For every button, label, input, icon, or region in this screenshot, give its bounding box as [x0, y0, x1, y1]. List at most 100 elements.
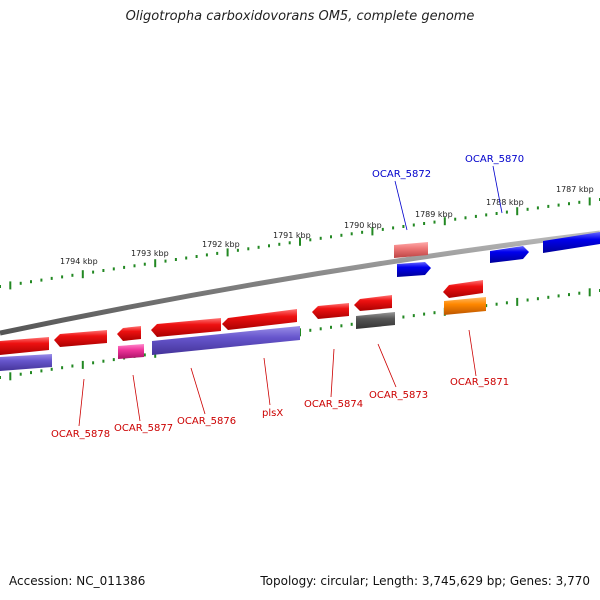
- genome-backbone: [0, 230, 600, 336]
- major-tick: [443, 217, 446, 226]
- label-ocar-5877[interactable]: OCAR_5877: [114, 423, 173, 434]
- minor-tick: [71, 364, 74, 368]
- minor-tick: [412, 223, 415, 227]
- leader-ocar-5871: [468, 329, 477, 377]
- minor-tick: [350, 232, 353, 236]
- major-tick: [516, 297, 519, 306]
- gene-ocar-5873-cds[interactable]: [354, 295, 392, 311]
- minor-tick: [536, 206, 539, 210]
- minor-tick: [330, 235, 332, 239]
- minor-tick: [133, 264, 136, 268]
- minor-tick: [526, 298, 529, 302]
- gene-ocar-5877-cds[interactable]: [117, 326, 141, 341]
- minor-tick: [247, 247, 250, 251]
- label-ocar-5874[interactable]: OCAR_5874: [304, 399, 363, 410]
- topology-text: Topology: circular; Length: 3,745,629 bp…: [260, 574, 590, 588]
- minor-tick: [568, 293, 570, 297]
- minor-tick: [319, 236, 322, 240]
- leader-plsx: [263, 357, 271, 406]
- label-ocar-5878[interactable]: OCAR_5878: [51, 429, 110, 440]
- minor-tick: [536, 297, 539, 301]
- minor-tick: [309, 328, 312, 332]
- leader-ocar-5876: [190, 367, 206, 415]
- minor-tick: [102, 269, 105, 272]
- gene-ocar-5877-feature[interactable]: [118, 344, 144, 359]
- minor-tick: [433, 311, 436, 315]
- gene-ocar-5876-feature[interactable]: [152, 326, 300, 355]
- leader-ocar-5874: [330, 348, 335, 398]
- gene-ocar-5878-cds[interactable]: [0, 337, 49, 355]
- minor-tick: [340, 324, 343, 328]
- minor-tick: [505, 210, 508, 214]
- minor-tick: [143, 262, 146, 266]
- scale-label-1790kbp: 1790 kbp: [344, 221, 382, 230]
- label-ocar-5871[interactable]: OCAR_5871: [450, 377, 509, 388]
- minor-tick: [578, 200, 581, 204]
- label-ocar-5876[interactable]: OCAR_5876: [177, 416, 236, 427]
- minor-tick: [381, 227, 384, 231]
- minor-tick: [205, 253, 208, 257]
- minor-tick: [112, 267, 115, 271]
- label-plsx[interactable]: plsX: [262, 408, 283, 419]
- minor-tick: [174, 258, 177, 261]
- minor-tick: [50, 276, 53, 280]
- minor-tick: [185, 256, 188, 260]
- label-ocar-5873[interactable]: OCAR_5873: [369, 390, 428, 401]
- minor-tick: [123, 265, 126, 269]
- minor-tick: [50, 367, 53, 371]
- label-ocar-5870[interactable]: OCAR_5870: [465, 154, 524, 165]
- gene-ocar-5869-cds[interactable]: [543, 232, 600, 253]
- gene-ocar-5871-feature[interactable]: [444, 297, 486, 315]
- scale-label-1793kbp: 1793 kbp: [131, 249, 169, 258]
- gene-ocar-5872-feature[interactable]: [394, 242, 428, 258]
- major-tick: [371, 227, 374, 236]
- gene-ocar-5872-cds[interactable]: [397, 262, 431, 277]
- major-tick: [154, 259, 157, 268]
- minor-tick: [40, 369, 43, 373]
- gene-ocar-5874-cds[interactable]: [312, 303, 349, 319]
- scale-label-1792kbp: 1792 kbp: [202, 240, 240, 249]
- minor-tick: [526, 207, 529, 211]
- gene-plsx-cds[interactable]: [222, 309, 297, 330]
- gene-ocar-5873-feature[interactable]: [356, 312, 395, 329]
- scale-label-1794kbp: 1794 kbp: [60, 257, 98, 266]
- minor-tick: [423, 222, 426, 225]
- minor-tick: [402, 315, 405, 319]
- major-tick: [81, 270, 84, 279]
- minor-tick: [257, 245, 260, 249]
- minor-tick: [40, 278, 43, 282]
- minor-tick: [309, 238, 312, 242]
- minor-tick: [423, 312, 426, 316]
- minor-tick: [268, 244, 270, 248]
- gene-ocar-5878-feature[interactable]: [0, 354, 52, 371]
- minor-tick: [330, 325, 332, 329]
- major-tick: [9, 372, 12, 381]
- minor-tick: [0, 376, 1, 379]
- scale-label-1789kbp: 1789 kbp: [415, 210, 453, 219]
- minor-tick: [402, 225, 405, 228]
- minor-tick: [412, 314, 415, 318]
- leader-ocar-5873: [377, 343, 397, 388]
- leader-ocar-5870: [492, 165, 503, 214]
- genome-title: Oligotropha carboxidovorans OM5, complet…: [125, 9, 475, 24]
- major-tick: [516, 207, 519, 216]
- scale-label-1788kbp: 1788 kbp: [486, 198, 524, 207]
- gene-ocar-5876-cds[interactable]: [151, 318, 221, 337]
- minor-tick: [474, 214, 477, 218]
- accession-text: Accession: NC_011386: [9, 574, 146, 588]
- gene-ocar-5870-cds[interactable]: [490, 246, 529, 263]
- minor-tick: [485, 304, 488, 308]
- minor-tick: [143, 353, 146, 357]
- minor-tick: [578, 291, 581, 295]
- gene-ocar-5871-cds[interactable]: [443, 280, 483, 298]
- scale-ticks-top: [0, 197, 600, 290]
- minor-tick: [19, 372, 22, 376]
- major-tick: [588, 288, 591, 297]
- gene-ocar-5877a-cds[interactable]: [54, 330, 107, 347]
- label-ocar-5872[interactable]: OCAR_5872: [372, 169, 431, 180]
- minor-tick: [464, 216, 467, 220]
- leader-ocar-5878: [78, 378, 85, 427]
- minor-tick: [557, 203, 560, 207]
- minor-tick: [319, 327, 322, 331]
